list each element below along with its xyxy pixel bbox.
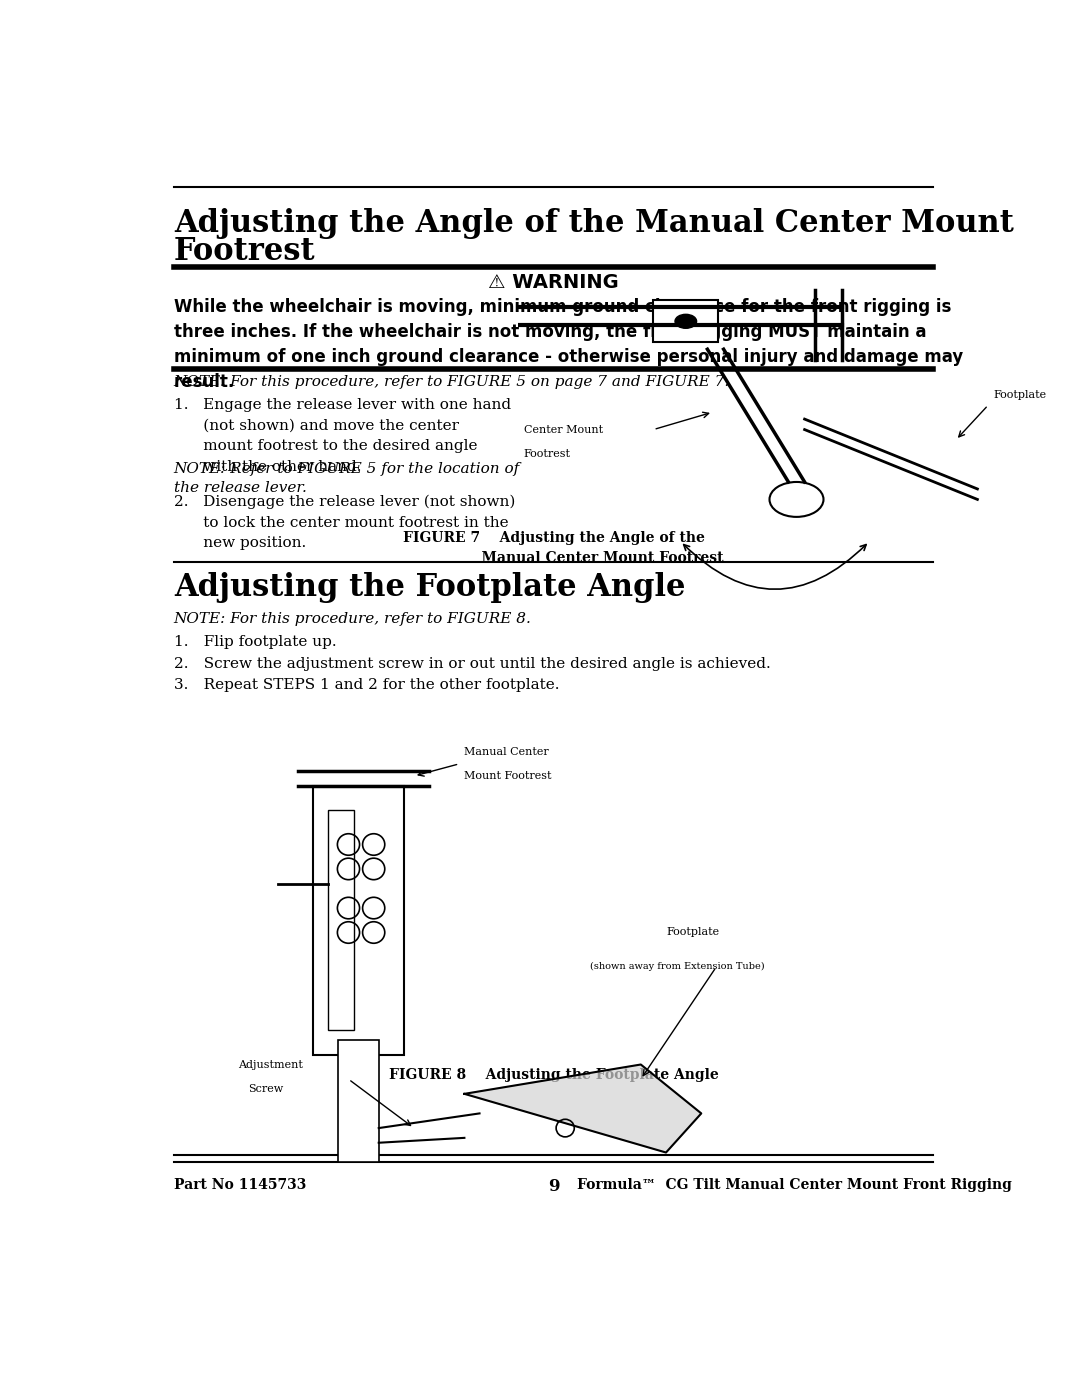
Bar (328, 810, 353, 1031)
Text: Screw: Screw (247, 1084, 283, 1094)
Text: Footrest: Footrest (174, 236, 315, 267)
Text: Adjustment: Adjustment (238, 1059, 302, 1070)
Text: NOTE: Refer to FIGURE 5 for the location of
the release lever.: NOTE: Refer to FIGURE 5 for the location… (174, 462, 519, 496)
Circle shape (675, 314, 697, 328)
Text: 3. Repeat STEPS 1 and 2 for the other footplate.: 3. Repeat STEPS 1 and 2 for the other fo… (174, 678, 559, 692)
Text: Formula™  CG Tilt Manual Center Mount Front Rigging: Formula™ CG Tilt Manual Center Mount Fro… (577, 1178, 1012, 1192)
Bar (338, 1039, 379, 1162)
Text: Manual Center: Manual Center (464, 746, 549, 757)
Text: ⚠ WARNING: ⚠ WARNING (488, 274, 619, 292)
Text: Footplate: Footplate (994, 390, 1047, 400)
Text: FIGURE 8    Adjusting the Footplate Angle: FIGURE 8 Adjusting the Footplate Angle (389, 1067, 718, 1081)
Text: Adjusting the Angle of the Manual Center Mount: Adjusting the Angle of the Manual Center… (174, 208, 1014, 239)
Text: Mount Footrest: Mount Footrest (464, 771, 552, 781)
Text: 1. Flip footplate up.: 1. Flip footplate up. (174, 636, 336, 650)
Text: (shown away from Extension Tube): (shown away from Extension Tube) (591, 963, 765, 971)
Polygon shape (464, 1065, 701, 1153)
Text: Center Mount: Center Mount (524, 425, 603, 434)
Bar (313, 785, 404, 1055)
Text: NOTE: For this procedure, refer to FIGURE 5 on page 7 and FIGURE 7.: NOTE: For this procedure, refer to FIGUR… (174, 374, 730, 388)
Text: Part No 1145733: Part No 1145733 (174, 1178, 306, 1192)
Bar (653, 300, 718, 342)
Text: While the wheelchair is moving, minimum ground clearance for the front rigging i: While the wheelchair is moving, minimum … (174, 298, 963, 391)
Text: Adjusting the Footplate Angle: Adjusting the Footplate Angle (174, 571, 685, 604)
Text: NOTE: For this procedure, refer to FIGURE 8.: NOTE: For this procedure, refer to FIGUR… (174, 612, 531, 626)
Text: FIGURE 7    Adjusting the Angle of the
                    Manual Center Mount F: FIGURE 7 Adjusting the Angle of the Manu… (383, 531, 724, 564)
Text: 1.   Engage the release lever with one hand
      (not shown) and move the cente: 1. Engage the release lever with one han… (174, 398, 511, 474)
Text: Footplate: Footplate (666, 928, 719, 937)
Text: 2.   Disengage the release lever (not shown)
      to lock the center mount foot: 2. Disengage the release lever (not show… (174, 495, 515, 550)
Text: 2. Screw the adjustment screw in or out until the desired angle is achieved.: 2. Screw the adjustment screw in or out … (174, 657, 770, 671)
Text: 9: 9 (548, 1178, 559, 1194)
Text: Footrest: Footrest (524, 448, 571, 460)
